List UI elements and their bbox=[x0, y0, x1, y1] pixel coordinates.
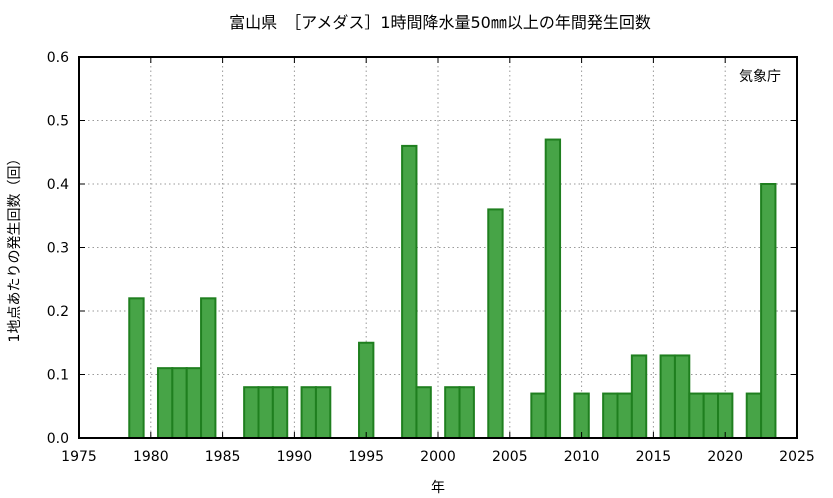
x-tick-label: 1980 bbox=[133, 449, 169, 465]
bar bbox=[257, 386, 274, 440]
bar bbox=[602, 392, 619, 439]
bar bbox=[458, 386, 475, 440]
bar bbox=[415, 386, 432, 440]
bar bbox=[544, 138, 562, 440]
x-tick-label: 2005 bbox=[492, 449, 528, 465]
y-axis-label: 1地点あたりの発生回数（回） bbox=[7, 152, 23, 343]
x-tick-label: 1975 bbox=[61, 449, 97, 465]
x-tick-label: 1985 bbox=[205, 449, 241, 465]
bar bbox=[314, 386, 332, 440]
y-tick-label: 0.1 bbox=[47, 368, 69, 384]
bar bbox=[717, 392, 734, 439]
bar bbox=[760, 183, 777, 439]
bar bbox=[487, 208, 504, 439]
x-tick-label: 2000 bbox=[420, 449, 456, 465]
bar bbox=[745, 392, 763, 439]
bar bbox=[128, 297, 145, 439]
y-tick-label: 0.5 bbox=[47, 114, 69, 130]
bar bbox=[702, 392, 720, 439]
x-tick-label: 2015 bbox=[636, 449, 672, 465]
bar bbox=[659, 354, 676, 440]
bar bbox=[616, 392, 633, 439]
y-tick-label: 0.4 bbox=[47, 177, 69, 193]
x-axis-label: 年 bbox=[431, 480, 445, 496]
x-tick-label: 2010 bbox=[564, 449, 600, 465]
source-label: 気象庁 bbox=[739, 69, 781, 85]
bar bbox=[401, 144, 418, 439]
y-tick-label: 0.3 bbox=[47, 241, 69, 257]
bar bbox=[630, 354, 648, 440]
bar bbox=[271, 386, 289, 440]
bar bbox=[200, 297, 217, 439]
bar bbox=[444, 386, 461, 440]
bar bbox=[156, 367, 174, 439]
y-tick-label: 0.2 bbox=[47, 304, 69, 320]
bar bbox=[573, 392, 590, 439]
bar bbox=[243, 386, 260, 440]
bar bbox=[358, 341, 375, 439]
x-tick-label: 1990 bbox=[277, 449, 313, 465]
bar bbox=[300, 386, 317, 440]
chart-title: 富山県 ［アメダス］1時間降水量50㎜以上の年間発生回数 bbox=[229, 13, 651, 32]
x-tick-label: 1995 bbox=[348, 449, 384, 465]
x-tick-label: 2020 bbox=[707, 449, 743, 465]
y-tick-label: 0.6 bbox=[47, 50, 69, 66]
bar bbox=[688, 392, 705, 439]
x-tick-label: 2025 bbox=[779, 449, 815, 465]
y-tick-label: 0.0 bbox=[47, 431, 69, 447]
bar bbox=[673, 354, 691, 440]
bar bbox=[171, 367, 188, 439]
axis-ticks: 1975 1980 1985 1990 1995 2000 2005 2010 2015 2020… bbox=[47, 50, 815, 465]
grid-lines bbox=[79, 57, 797, 438]
bar bbox=[530, 392, 547, 439]
bar bbox=[185, 367, 203, 439]
